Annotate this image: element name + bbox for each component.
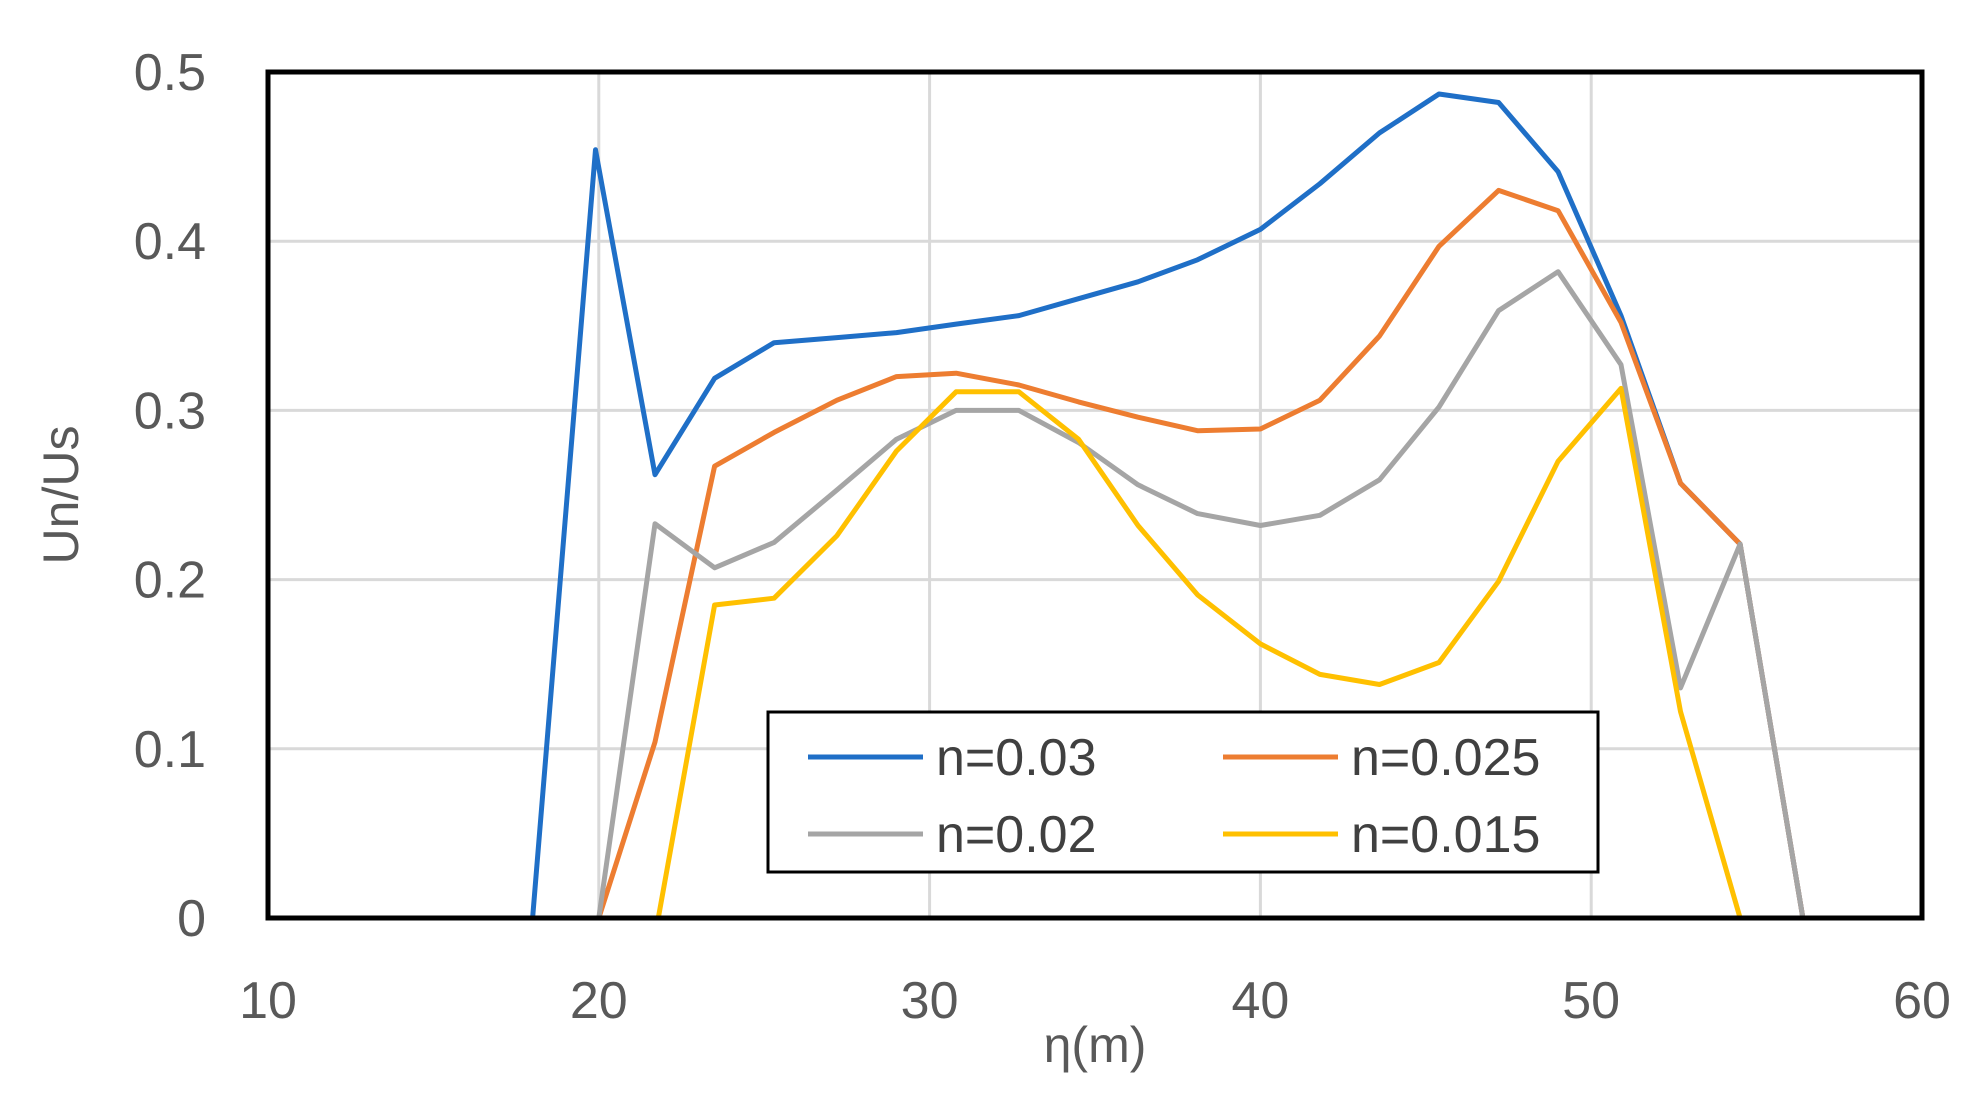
y-tick-label: 0.2 xyxy=(134,552,206,610)
plot-frame xyxy=(265,69,1925,921)
y-tick-label: 0.4 xyxy=(134,213,206,271)
y-tick-labels: 0 0.1 0.2 0.3 0.4 0.5 xyxy=(134,44,206,948)
y-tick-label: 0.3 xyxy=(134,382,206,440)
x-axis-title: η(m) xyxy=(1044,1017,1147,1073)
x-tick-label: 60 xyxy=(1893,972,1951,1030)
series-line-n=0.025 xyxy=(265,187,1925,921)
x-tick-label: 20 xyxy=(570,972,628,1030)
legend-label: n=0.02 xyxy=(936,806,1097,864)
x-tick-labels: 10 20 30 40 50 60 xyxy=(239,972,1951,1030)
x-tick-label: 30 xyxy=(901,972,959,1030)
legend-label: n=0.015 xyxy=(1351,806,1540,864)
series-line-n=0.015 xyxy=(265,385,1925,921)
legend-label: n=0.025 xyxy=(1351,729,1540,787)
legend-label: n=0.03 xyxy=(936,729,1097,787)
series-line-n=0.02 xyxy=(265,269,1925,921)
y-tick-label: 0.5 xyxy=(134,44,206,102)
y-tick-label: 0 xyxy=(177,890,206,948)
x-tick-label: 10 xyxy=(239,972,297,1030)
x-tick-label: 40 xyxy=(1231,972,1289,1030)
x-tick-label: 50 xyxy=(1562,972,1620,1030)
legend: n=0.03 n=0.025 n=0.02 n=0.015 xyxy=(766,710,1600,874)
legend-box xyxy=(766,710,1600,874)
y-axis-title: Un/Us xyxy=(33,426,89,565)
y-tick-label: 0.1 xyxy=(134,721,206,779)
